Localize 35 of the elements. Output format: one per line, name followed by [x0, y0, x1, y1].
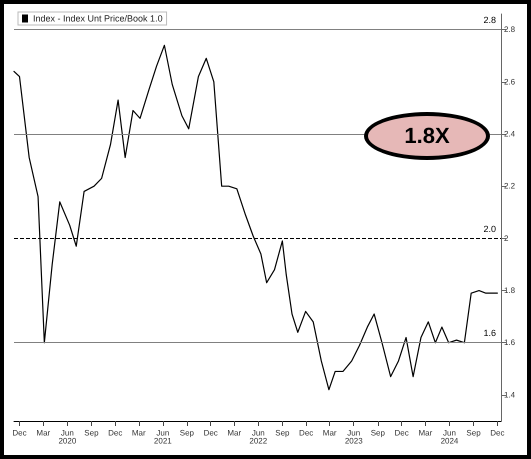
- x-tick-label: Mar: [132, 428, 146, 438]
- y-tick-label: 2.2: [504, 182, 516, 191]
- x-tick-label: Mar: [322, 428, 337, 438]
- x-tick-label: Jun 2020: [58, 428, 77, 446]
- x-tick-label: Dec: [204, 428, 218, 438]
- x-tick-label: Jun 2021: [154, 428, 172, 446]
- x-tick-label: Sep: [84, 428, 100, 438]
- x-tick-label: Dec: [394, 428, 409, 438]
- x-tick-label: Dec: [490, 428, 504, 438]
- x-tick-label: Jun 2024: [440, 428, 459, 446]
- x-tick-label: Sep: [370, 428, 386, 438]
- legend-label: Index - Index Unt Price/Book 1.0: [33, 14, 163, 24]
- x-tick-label: Mar: [227, 428, 242, 438]
- x-tick-label: Sep: [466, 428, 482, 438]
- line-series: [13, 44, 498, 390]
- x-tick-label: Jun 2022: [249, 428, 268, 446]
- y-tick-label: 1.4: [504, 390, 516, 400]
- x-tick-label: Sep: [275, 428, 290, 438]
- x-tick-label: Mar: [36, 428, 51, 438]
- ref-line-label: 2.8: [483, 15, 496, 26]
- ref-line-label: 2.0: [483, 224, 496, 234]
- x-tick-label: Mar: [418, 428, 433, 438]
- x-tick-label: Dec: [12, 428, 27, 438]
- x-tick-label: Sep: [180, 428, 195, 438]
- y-tick-label: 2: [504, 234, 509, 243]
- y-tick-label: 2.4: [504, 130, 516, 139]
- x-tick-label: Jun 2023: [344, 428, 364, 446]
- y-tick-label: 2.8: [504, 25, 516, 34]
- ellipse-callout: 1.8X: [364, 112, 490, 160]
- y-tick-label: 1.6: [504, 338, 516, 348]
- y-tick-label: 1.8: [504, 286, 516, 296]
- ref-line-label: 1.6: [483, 328, 496, 338]
- y-tick-label: 2.6: [504, 77, 516, 86]
- x-tick-label: Dec: [108, 428, 122, 438]
- x-tick-label: Dec: [299, 428, 314, 438]
